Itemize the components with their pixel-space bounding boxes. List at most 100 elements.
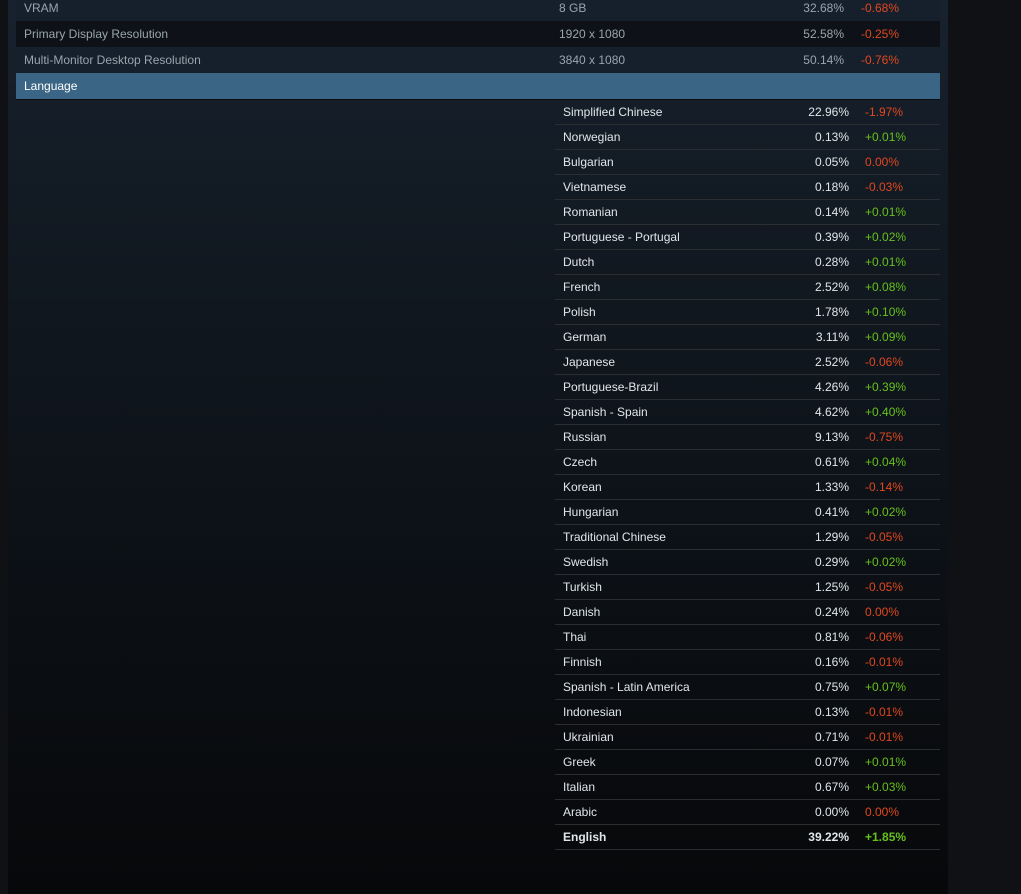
- language-name: English: [563, 830, 607, 844]
- language-name: Korean: [563, 480, 602, 494]
- language-change: +0.01%: [865, 255, 907, 269]
- language-percent: 0.14%: [814, 205, 849, 219]
- language-name: Dutch: [563, 255, 595, 269]
- language-name: Portuguese - Portugal: [563, 230, 680, 244]
- language-name: Italian: [563, 780, 596, 794]
- language-name: Spanish - Spain: [563, 405, 648, 419]
- language-name: Portuguese-Brazil: [563, 380, 659, 394]
- language-row: Norwegian 0.13% +0.01%: [555, 125, 940, 150]
- language-name: Hungarian: [563, 505, 619, 519]
- language-name: Traditional Chinese: [563, 530, 666, 544]
- row-value: 1920 x 1080: [559, 27, 626, 41]
- language-change: +0.10%: [865, 305, 907, 319]
- stats-page: VRAM 8 GB 32.68% -0.68% Primary Display …: [8, 0, 948, 894]
- language-percent: 4.26%: [814, 380, 849, 394]
- language-change: +0.02%: [865, 230, 907, 244]
- language-name: Ukrainian: [563, 730, 614, 744]
- language-name: Swedish: [563, 555, 609, 569]
- language-row: Dutch 0.28% +0.01%: [555, 250, 940, 275]
- language-change: +0.04%: [865, 455, 907, 469]
- language-change: +0.08%: [865, 280, 907, 294]
- language-name: Romanian: [563, 205, 618, 219]
- language-name: French: [563, 280, 601, 294]
- language-percent: 9.13%: [814, 430, 849, 444]
- language-name: Czech: [563, 455, 598, 469]
- language-change: 0.00%: [865, 155, 900, 169]
- language-name: Bulgarian: [563, 155, 614, 169]
- language-row: Simplified Chinese 22.96% -1.97%: [555, 100, 940, 125]
- language-percent: 0.28%: [814, 255, 849, 269]
- section-header-language[interactable]: Language: [16, 73, 940, 100]
- language-percent: 1.33%: [814, 480, 849, 494]
- language-change: -0.75%: [865, 430, 904, 444]
- language-change: -0.01%: [865, 655, 904, 669]
- language-percent: 4.62%: [814, 405, 849, 419]
- language-row: Arabic 0.00% 0.00%: [555, 800, 940, 825]
- language-change: +0.01%: [865, 205, 907, 219]
- language-row: Russian 9.13% -0.75%: [555, 425, 940, 450]
- language-percent: 1.78%: [814, 305, 849, 319]
- language-row: Portuguese - Portugal 0.39% +0.02%: [555, 225, 940, 250]
- row-value: 8 GB: [559, 1, 587, 15]
- language-row: English 39.22% +1.85%: [555, 825, 940, 850]
- language-row: Czech 0.61% +0.04%: [555, 450, 940, 475]
- language-row: Greek 0.07% +0.01%: [555, 750, 940, 775]
- language-percent: 0.61%: [814, 455, 849, 469]
- language-change: -0.05%: [865, 530, 904, 544]
- language-row: Spanish - Spain 4.62% +0.40%: [555, 400, 940, 425]
- language-percent: 0.71%: [814, 730, 849, 744]
- language-name: Thai: [563, 630, 587, 644]
- language-percent: 1.25%: [814, 580, 849, 594]
- language-name: Vietnamese: [563, 180, 627, 194]
- language-row: Turkish 1.25% -0.05%: [555, 575, 940, 600]
- row-change: -0.25%: [861, 27, 900, 41]
- row-change: -0.76%: [861, 53, 900, 67]
- language-name: Danish: [563, 605, 601, 619]
- language-change: +0.39%: [865, 380, 907, 394]
- language-percent: 0.13%: [814, 705, 849, 719]
- language-percent: 0.00%: [814, 805, 849, 819]
- language-percent: 1.29%: [814, 530, 849, 544]
- language-name: Finnish: [563, 655, 602, 669]
- language-row: Ukrainian 0.71% -0.01%: [555, 725, 940, 750]
- language-change: +0.01%: [865, 130, 907, 144]
- language-name: Simplified Chinese: [563, 105, 663, 119]
- language-change: -0.01%: [865, 730, 904, 744]
- language-name: Greek: [563, 755, 596, 769]
- language-row: French 2.52% +0.08%: [555, 275, 940, 300]
- language-percent: 2.52%: [814, 355, 849, 369]
- table-row: Multi-Monitor Desktop Resolution 3840 x …: [16, 47, 940, 73]
- language-change: +0.40%: [865, 405, 907, 419]
- language-percent: 0.05%: [814, 155, 849, 169]
- language-percent: 39.22%: [808, 830, 849, 844]
- language-row: Traditional Chinese 1.29% -0.05%: [555, 525, 940, 550]
- language-change: -0.14%: [865, 480, 904, 494]
- row-name: Multi-Monitor Desktop Resolution: [24, 53, 201, 67]
- language-row: Danish 0.24% 0.00%: [555, 600, 940, 625]
- table-row: VRAM 8 GB 32.68% -0.68%: [16, 0, 940, 21]
- language-change: +0.03%: [865, 780, 907, 794]
- language-percent: 0.29%: [814, 555, 849, 569]
- language-percent: 0.41%: [814, 505, 849, 519]
- language-row: Spanish - Latin America 0.75% +0.07%: [555, 675, 940, 700]
- language-row: Romanian 0.14% +0.01%: [555, 200, 940, 225]
- language-row: Japanese 2.52% -0.06%: [555, 350, 940, 375]
- language-name: Norwegian: [563, 130, 621, 144]
- language-change: -1.97%: [865, 105, 904, 119]
- language-percent: 0.67%: [814, 780, 849, 794]
- language-name: Arabic: [563, 805, 598, 819]
- language-change: 0.00%: [865, 805, 900, 819]
- language-row: Swedish 0.29% +0.02%: [555, 550, 940, 575]
- language-row: Portuguese-Brazil 4.26% +0.39%: [555, 375, 940, 400]
- language-row: Indonesian 0.13% -0.01%: [555, 700, 940, 725]
- language-change: +0.07%: [865, 680, 907, 694]
- language-change: -0.03%: [865, 180, 904, 194]
- language-change: +1.85%: [865, 830, 907, 844]
- language-percent: 0.81%: [814, 630, 849, 644]
- row-percent: 50.14%: [803, 53, 844, 67]
- stats-table: VRAM 8 GB 32.68% -0.68% Primary Display …: [16, 0, 940, 100]
- language-name: Russian: [563, 430, 607, 444]
- language-percent: 0.13%: [814, 130, 849, 144]
- language-change: +0.09%: [865, 330, 907, 344]
- language-percent: 0.07%: [814, 755, 849, 769]
